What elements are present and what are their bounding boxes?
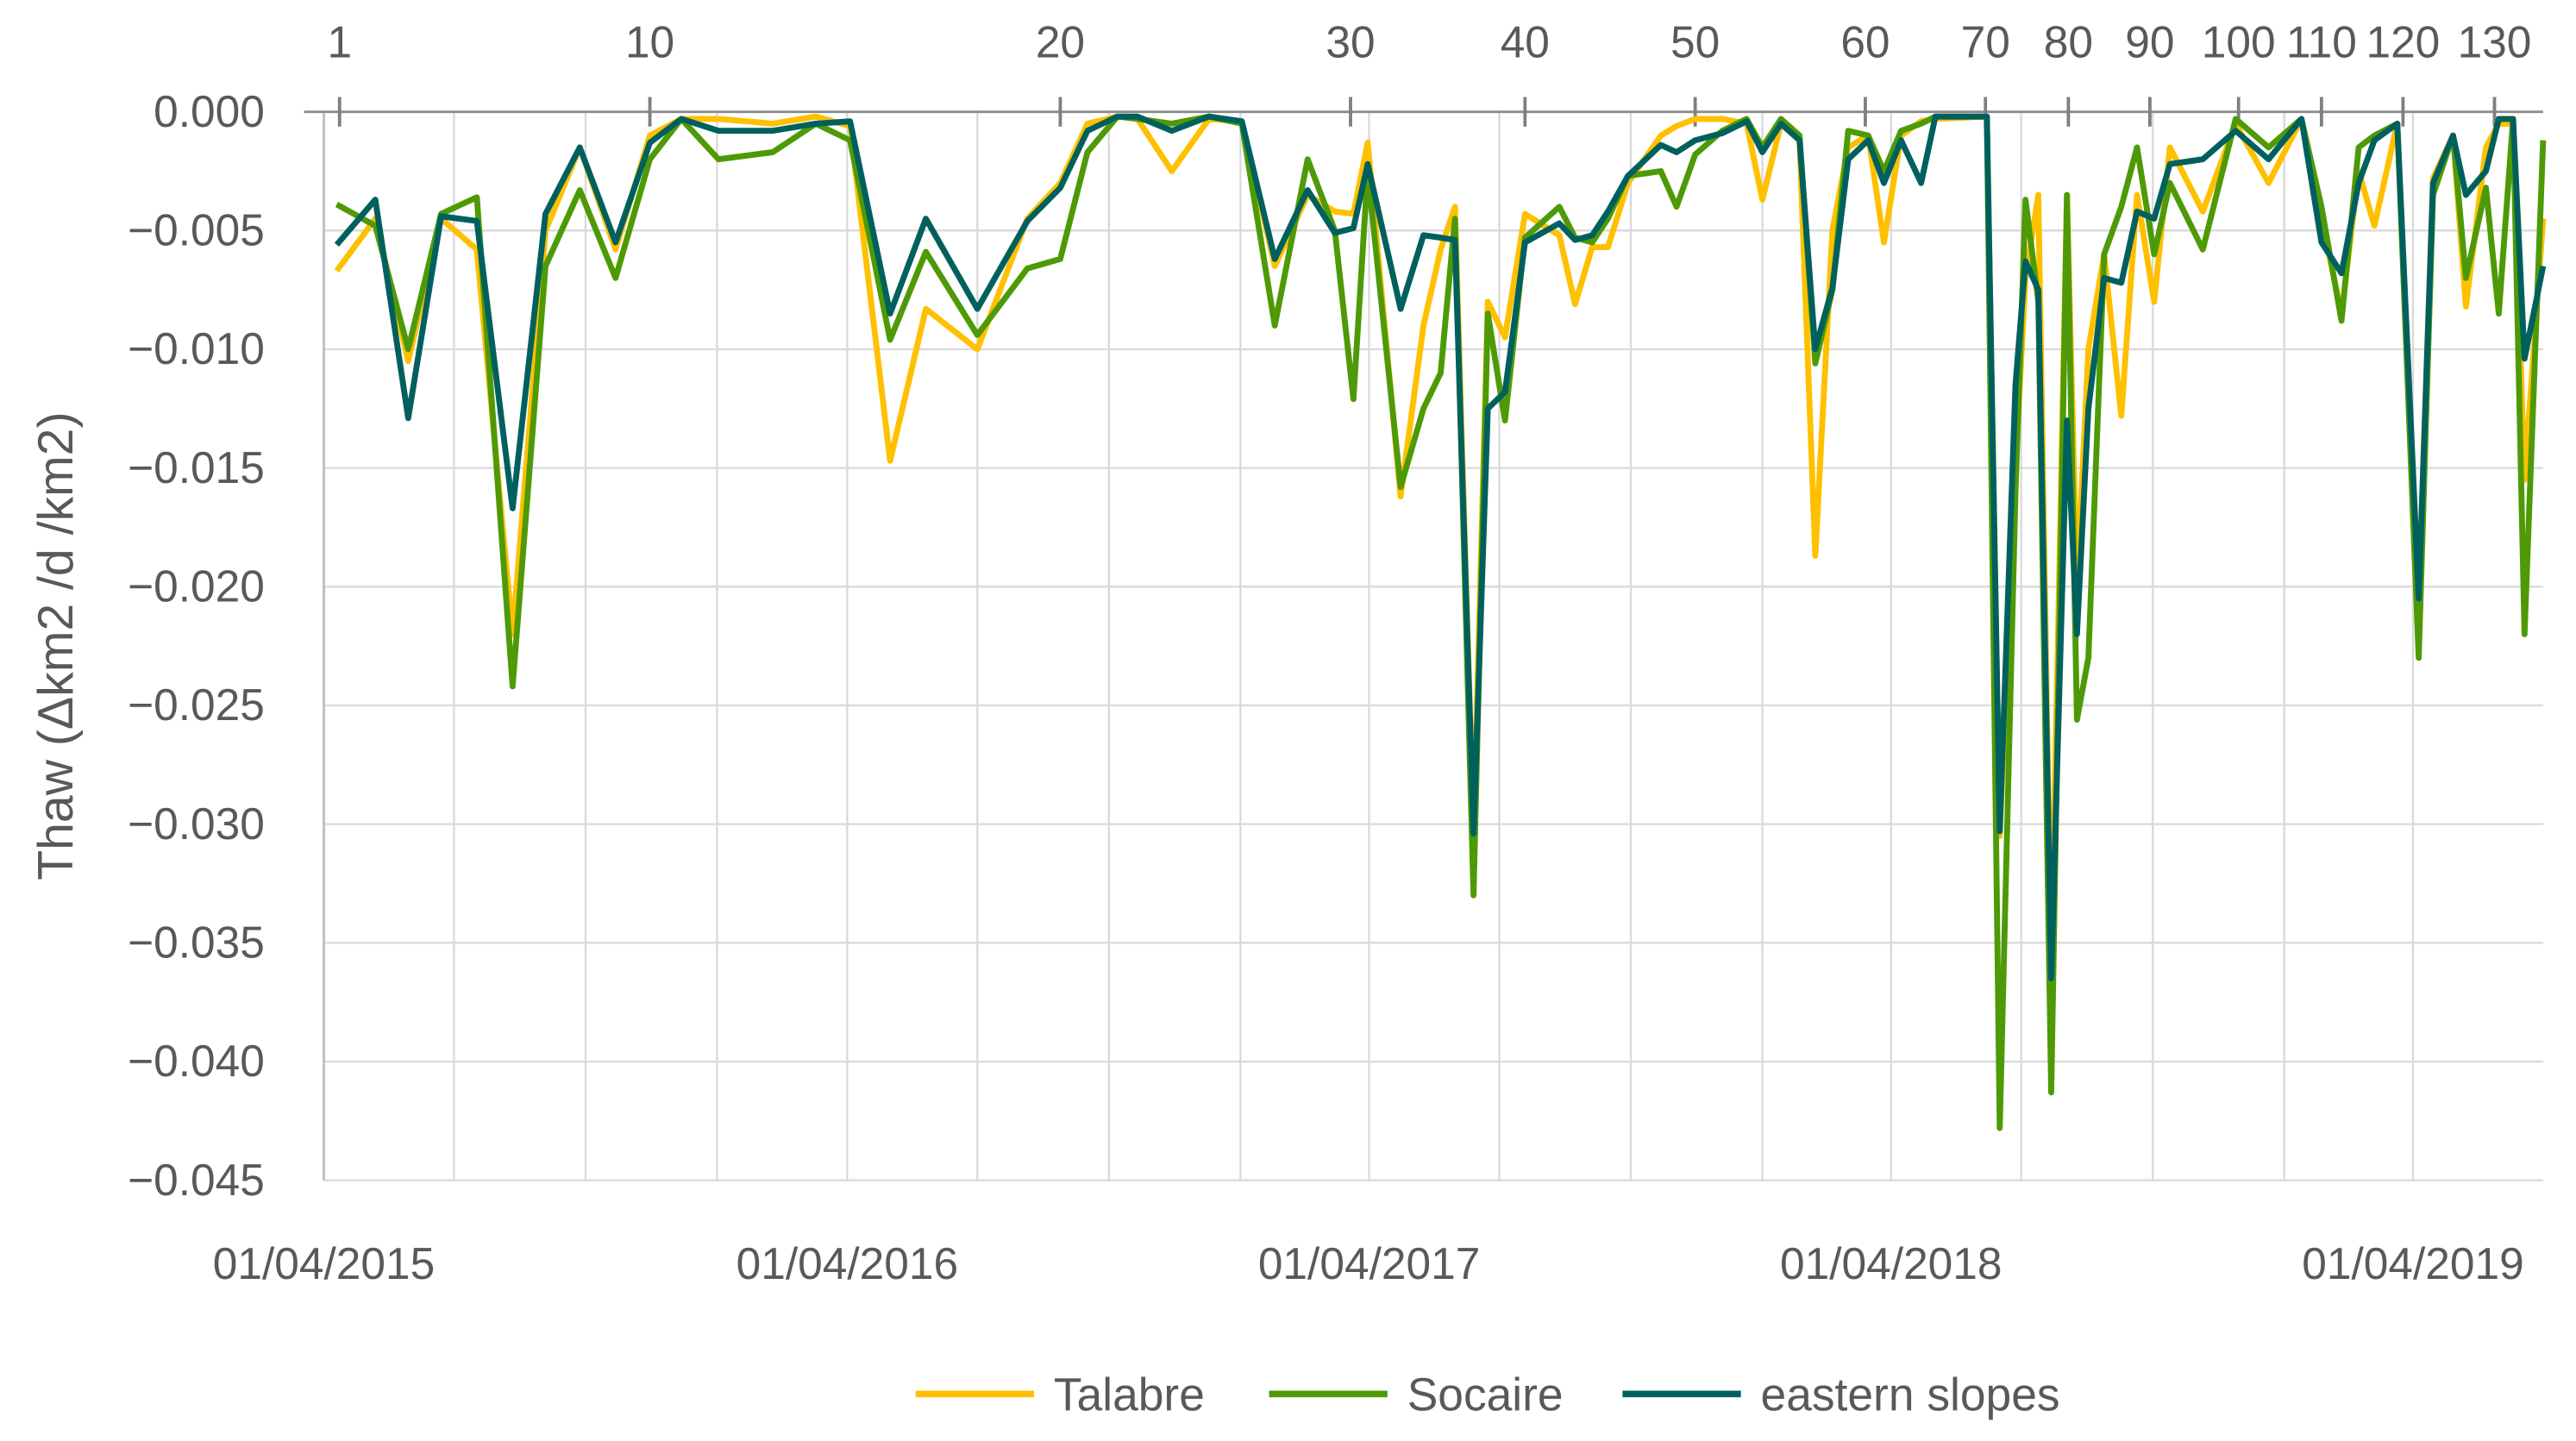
y-tick-label: −0.035	[128, 917, 265, 967]
y-tick-label: 0.000	[154, 86, 265, 136]
x2-tick-label: 70	[1961, 17, 2010, 67]
x2-tick-label: 1	[327, 17, 352, 67]
legend-label: Talabre	[1054, 1370, 1205, 1421]
y-tick-label: −0.010	[128, 323, 265, 373]
x2-tick-label: 80	[2044, 17, 2093, 67]
legend-item: eastern slopes	[1622, 1370, 2060, 1421]
x2-tick-label: 110	[2286, 17, 2357, 67]
series-line	[334, 113, 2547, 970]
legend-item: Socaire	[1269, 1370, 1564, 1421]
x2-tick-label: 120	[2366, 17, 2440, 67]
y-axis-title: Thaw (Δkm2 /d /km2)	[28, 411, 84, 880]
x2-tick-label: 40	[1501, 17, 1550, 67]
x2-tick-label: 90	[2125, 17, 2174, 67]
x2-tick-label: 20	[1036, 17, 1085, 67]
x-tick-label: 01/04/2016	[736, 1238, 959, 1288]
legend-item: Talabre	[915, 1370, 1205, 1421]
y-tick-label: −0.020	[128, 561, 265, 611]
x2-tick-label: 130	[2458, 17, 2532, 67]
x2-tick-label: 60	[1840, 17, 1890, 67]
x2-tick-label: 30	[1326, 17, 1375, 67]
y-tick-label: −0.015	[128, 442, 265, 492]
x2-tick-label: 50	[1670, 17, 1720, 67]
legend-label: Socaire	[1407, 1370, 1564, 1421]
y-tick-label: −0.005	[128, 204, 265, 254]
y-tick-label: −0.040	[128, 1036, 265, 1086]
y-tick-label: −0.030	[128, 799, 265, 849]
series-line	[334, 113, 2547, 982]
x2-tick-label: 10	[625, 17, 674, 67]
x-tick-label: 01/04/2018	[1780, 1238, 2003, 1288]
x-tick-label: 01/04/2015	[213, 1238, 436, 1288]
x-tick-label: 01/04/2017	[1258, 1238, 1481, 1288]
y-tick-label: −0.045	[128, 1155, 265, 1205]
series-line	[335, 113, 2547, 1131]
legend-label: eastern slopes	[1761, 1370, 2060, 1421]
x2-tick-label: 100	[2202, 17, 2276, 67]
y-tick-label: −0.025	[128, 680, 265, 730]
x-tick-label: 01/04/2019	[2302, 1238, 2524, 1288]
